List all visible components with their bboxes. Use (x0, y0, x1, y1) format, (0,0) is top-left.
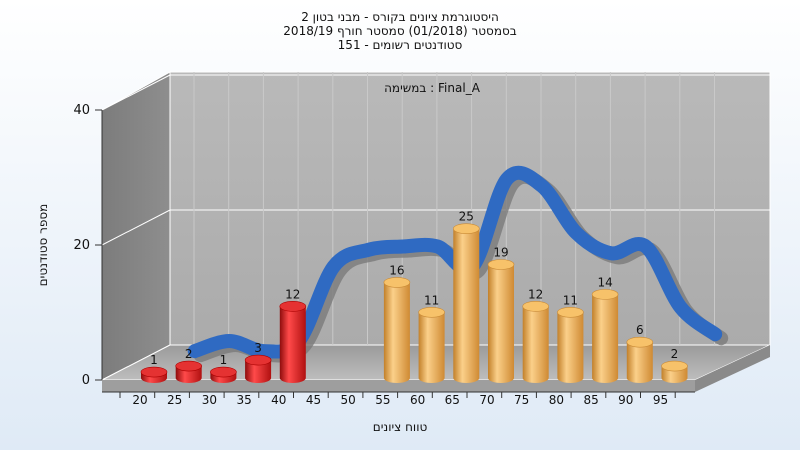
x-tick-label: 80 (549, 393, 564, 407)
bar-top (210, 366, 237, 378)
bar-35 (244, 354, 272, 383)
x-tick-label: 25 (167, 393, 182, 407)
x-tick-label: 45 (306, 393, 321, 407)
bar-25 (175, 360, 202, 383)
task-annotation: במשימה : Final_A (384, 81, 481, 95)
bar-body (592, 294, 619, 383)
bar-top (557, 306, 584, 318)
x-tick-label: 75 (514, 393, 529, 407)
x-tick-label: 90 (618, 393, 633, 407)
x-tick-label: 70 (479, 393, 494, 407)
bar-body (488, 264, 514, 383)
bar-95 (661, 360, 688, 383)
bar-body (626, 342, 653, 383)
bar-body (557, 312, 584, 383)
bar-65 (452, 223, 480, 383)
gridline-side (101, 74, 171, 111)
bar-60 (418, 306, 445, 383)
x-tick-label: 50 (341, 393, 356, 407)
bar-top (244, 354, 272, 366)
x-axis-label: טווח ציונים (373, 420, 428, 434)
bar-value-label: 12 (285, 287, 300, 301)
bar-top (140, 366, 168, 378)
bar-value-label: 1 (220, 353, 228, 367)
x-tick-label: 95 (653, 393, 668, 407)
bar-value-label: 16 (389, 263, 404, 277)
x-tick-label: 65 (445, 393, 460, 407)
bar-value-label: 12 (528, 287, 543, 301)
bar-top (418, 306, 445, 318)
bar-20 (140, 366, 168, 383)
bar-body (522, 306, 549, 383)
x-tick-label: 20 (132, 393, 147, 407)
bar-value-label: 25 (459, 210, 474, 224)
bar-top (452, 223, 480, 234)
chart-title-line-2: בסמסטר (01/2018) סמסטר חורף 2018/19 (283, 24, 517, 38)
bar-55 (383, 277, 411, 383)
bars-layer (140, 223, 688, 383)
chart-floor-side-edge (695, 345, 770, 392)
bar-body (245, 360, 272, 383)
x-tick-label: 35 (236, 393, 251, 407)
gridline-side (101, 209, 171, 246)
x-tick-label: 40 (271, 393, 286, 407)
bar-80 (557, 306, 584, 383)
bar-value-label: 2 (671, 347, 679, 361)
bar-top (591, 289, 619, 300)
bar-top (626, 336, 654, 348)
bar-body (418, 312, 445, 383)
bar-value-label: 19 (493, 245, 508, 259)
y-tick-label: 40 (73, 103, 90, 118)
x-tick-label: 55 (375, 393, 390, 407)
bar-top (522, 301, 550, 312)
bar-90 (626, 336, 654, 383)
bar-value-label: 1 (150, 353, 158, 367)
bar-top (661, 360, 688, 372)
bar-top (487, 259, 515, 270)
bar-40 (279, 301, 307, 383)
x-tick-label: 30 (202, 393, 217, 407)
chart-left-wall (101, 71, 171, 381)
x-tick-label: 60 (410, 393, 425, 407)
bar-value-label: 11 (563, 293, 578, 307)
bar-70 (487, 259, 515, 383)
x-tick-label: 85 (583, 393, 598, 407)
bar-body (279, 306, 306, 383)
bar-85 (591, 289, 619, 383)
bar-top (175, 360, 202, 372)
chart-title-line-1: היסטוגרמת ציונים בקורס - מבני בטון 2 (301, 10, 499, 24)
bar-value-label: 11 (424, 293, 439, 307)
bar-body (453, 228, 480, 383)
bar-value-label: 14 (597, 275, 612, 289)
x-axis: 20 25 30 35 40 45 50 55 60 65 70 75 80 85 90 95 (102, 391, 695, 407)
y-tick-label: 0 (82, 373, 90, 388)
bar-value-label: 2 (185, 347, 193, 361)
chart-floor-edge (102, 380, 695, 392)
y-tick-label: 20 (73, 238, 90, 253)
chart-title-line-3: סטודנטים רשומים - 151 (337, 38, 463, 52)
bar-top (279, 301, 307, 312)
y-axis-label: מספר סטודנטים (36, 204, 50, 287)
y-axis: 0 20 40 (73, 103, 103, 388)
bar-value-label: 3 (254, 341, 262, 355)
bar-75 (522, 301, 550, 383)
bar-30 (210, 366, 237, 383)
bar-top (383, 277, 411, 288)
bar-body (383, 282, 410, 383)
bar-value-label: 6 (636, 323, 644, 337)
